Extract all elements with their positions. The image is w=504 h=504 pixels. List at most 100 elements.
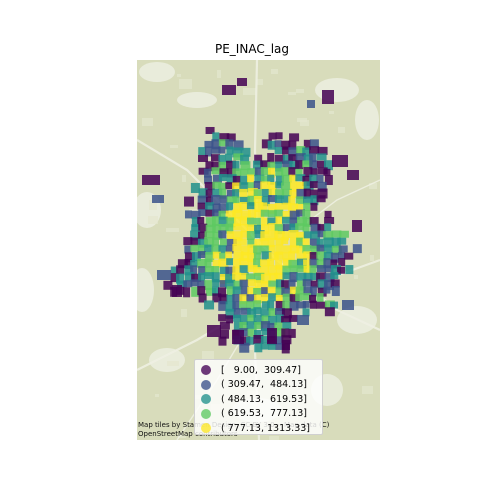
census-tract-polygon <box>330 301 339 309</box>
census-tract-polygon <box>240 336 251 346</box>
census-tract-polygon <box>282 146 290 155</box>
census-tract-polygon <box>288 147 298 157</box>
census-tract-polygon <box>247 244 258 255</box>
census-tract-polygon <box>310 168 318 176</box>
census-tract-polygon <box>191 217 199 228</box>
census-tract-polygon <box>288 314 298 322</box>
census-tract-polygon <box>240 224 248 233</box>
census-tract-polygon <box>253 307 262 315</box>
census-tract-polygon <box>288 140 297 150</box>
census-tract-polygon <box>219 294 228 305</box>
census-tract-polygon <box>316 160 326 168</box>
census-tract-polygon <box>198 223 208 233</box>
census-tract-polygon <box>295 203 304 214</box>
census-tract-polygon <box>303 251 312 260</box>
census-tract-polygon <box>296 188 307 199</box>
census-tract-polygon <box>246 224 257 232</box>
census-tract-polygon <box>204 146 212 157</box>
census-tract-polygon <box>205 126 215 134</box>
census-tract-polygon <box>282 202 292 210</box>
census-tract-polygon <box>247 252 257 262</box>
census-tract-polygon <box>218 287 227 298</box>
census-tract-polygon <box>218 230 227 239</box>
census-tract-polygon <box>204 140 214 148</box>
census-tract-polygon <box>198 293 207 303</box>
census-tract-polygon <box>225 308 235 319</box>
basemap-speck <box>202 351 214 361</box>
census-tract-polygon <box>324 280 335 291</box>
basemap-speck <box>269 436 279 440</box>
census-tract-polygon <box>260 342 269 350</box>
legend-swatch-5 <box>201 423 211 434</box>
census-tract-polygon <box>212 132 220 142</box>
census-tract-polygon <box>219 329 229 339</box>
census-tract-polygon <box>246 230 255 240</box>
census-tract-polygon <box>296 245 306 253</box>
census-tract-polygon <box>289 294 300 303</box>
outlying-tract-polygon <box>347 170 359 180</box>
census-tract-polygon <box>303 265 311 274</box>
census-tract-polygon <box>268 167 276 178</box>
census-tract-polygon <box>184 210 192 219</box>
basemap-speck <box>217 70 221 78</box>
legend-label-5: ( 777.13, 1313.33] <box>221 422 310 434</box>
census-tract-polygon <box>218 203 229 214</box>
census-tract-polygon <box>267 322 276 331</box>
census-tract-polygon <box>303 286 313 296</box>
census-tract-polygon <box>204 300 215 310</box>
census-tract-polygon <box>261 301 270 309</box>
census-tract-polygon <box>233 308 241 319</box>
census-tract-polygon <box>260 160 271 169</box>
legend-item-3: ( 484.13, 619.53] <box>201 392 322 407</box>
census-tract-polygon <box>198 272 206 281</box>
census-tract-polygon <box>176 265 185 275</box>
census-tract-polygon <box>232 189 240 199</box>
census-tract-polygon <box>267 210 277 218</box>
census-tract-polygon <box>183 280 193 288</box>
census-tract-polygon <box>233 223 242 231</box>
census-tract-polygon <box>274 140 282 148</box>
census-tract-polygon <box>254 272 265 283</box>
census-tract-polygon <box>302 238 310 247</box>
census-tract-polygon <box>281 174 292 183</box>
census-tract-polygon <box>198 147 207 156</box>
census-tract-polygon <box>331 265 342 276</box>
census-tract-polygon <box>323 168 331 176</box>
census-tract-polygon <box>324 223 332 232</box>
census-tract-polygon <box>275 294 283 302</box>
legend-label-4: ( 619.53, 777.13] <box>221 408 307 420</box>
census-tract-polygon <box>317 167 328 175</box>
outlying-tract-polygon <box>267 328 277 344</box>
census-tract-polygon <box>323 286 331 294</box>
census-tract-polygon <box>163 280 173 290</box>
census-tract-polygon <box>219 238 227 247</box>
census-tract-polygon <box>205 217 216 228</box>
census-tract-polygon <box>204 244 214 255</box>
census-tract-polygon <box>261 139 272 149</box>
outlying-tract-polygon <box>237 78 247 86</box>
census-tract-polygon <box>246 301 255 312</box>
census-tract-polygon <box>247 308 257 318</box>
outlying-tract-polygon <box>282 340 290 350</box>
census-tract-polygon <box>218 224 229 232</box>
map-canvas[interactable] <box>137 60 380 440</box>
census-tract-polygon <box>330 279 340 288</box>
census-tract-polygon <box>275 244 283 255</box>
census-tract-polygon <box>219 252 227 261</box>
census-tract-polygon <box>267 286 276 296</box>
census-tract-polygon <box>310 223 321 234</box>
census-tract-polygon <box>323 237 334 248</box>
census-tract-polygon <box>344 252 354 260</box>
census-tract-polygon <box>184 252 195 263</box>
census-tract-polygon <box>275 336 284 345</box>
census-tract-polygon <box>310 195 319 206</box>
census-tract-polygon <box>331 230 342 238</box>
census-tract-polygon <box>239 188 248 198</box>
census-tract-polygon <box>232 160 240 171</box>
census-tract-polygon <box>260 231 270 242</box>
census-tract-polygon <box>268 132 277 140</box>
census-tract-polygon <box>184 196 195 207</box>
census-tract-polygon <box>212 209 222 218</box>
census-tract-polygon <box>183 287 191 298</box>
census-tract-polygon <box>261 251 272 261</box>
